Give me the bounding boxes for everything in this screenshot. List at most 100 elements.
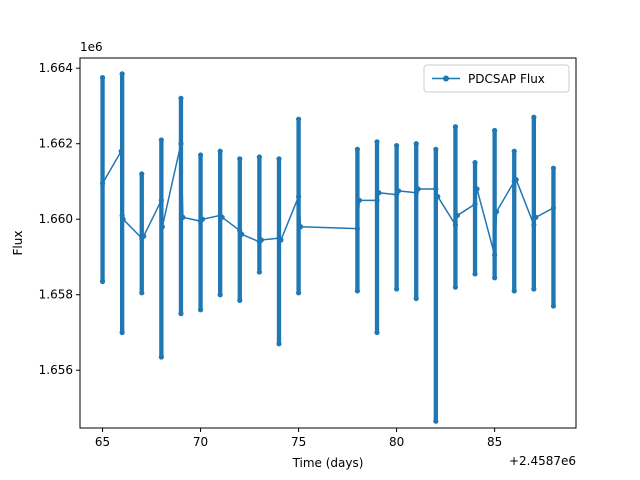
flux-sample-column	[453, 126, 458, 288]
flux-min-marker	[374, 329, 380, 336]
flux-min-marker	[237, 297, 243, 303]
flux-max-marker	[472, 159, 478, 166]
data-point	[159, 224, 165, 230]
x-tick-label: 85	[487, 435, 502, 449]
data-point	[354, 226, 361, 232]
data-point	[180, 214, 186, 220]
data-point	[531, 222, 537, 228]
legend: PDCSAP Flux	[423, 64, 570, 93]
legend-box	[423, 64, 570, 93]
flux-min-marker	[354, 288, 361, 294]
data-point	[376, 190, 382, 196]
flux-max-marker	[217, 148, 223, 154]
data-point	[452, 222, 459, 228]
flux-max-marker	[492, 127, 498, 134]
flux-sample-column	[198, 155, 203, 310]
flux-max-marker	[413, 141, 419, 147]
y-tick-label: 1.664	[39, 61, 73, 75]
data-point	[120, 216, 126, 222]
flux-max-marker	[158, 137, 164, 143]
data-point	[297, 224, 304, 230]
flux-max-marker	[531, 114, 537, 120]
data-point	[219, 214, 225, 220]
flux-min-marker	[413, 295, 419, 302]
flux-max-marker	[550, 165, 557, 171]
flux-sample-column	[433, 149, 438, 422]
data-point	[278, 237, 284, 243]
data-point	[513, 176, 519, 183]
flux-min-marker	[394, 286, 400, 292]
flux-max-marker	[374, 139, 380, 145]
plot-frame	[79, 57, 577, 429]
flux-sample-column	[394, 145, 399, 290]
flux-sample-column	[218, 151, 223, 295]
flux-max-marker	[178, 95, 184, 101]
flux-max-marker	[276, 156, 282, 162]
data-point	[472, 201, 478, 207]
y-axis-ticks: 1.656 1.658 1.660 1.662 1.664	[39, 61, 80, 377]
y-axis-title: Flux	[11, 231, 25, 256]
flux-min-marker	[472, 271, 478, 277]
data-point	[454, 212, 460, 219]
flux-min-marker	[550, 303, 557, 309]
flux-min-marker	[178, 311, 184, 317]
flux-max-marker	[511, 148, 517, 154]
flux-min-marker	[217, 292, 223, 298]
flux-max-marker	[139, 171, 145, 177]
y-tick-label: 1.656	[39, 363, 73, 377]
flux-min-marker	[119, 329, 125, 336]
flux-max-marker	[237, 156, 243, 162]
data-point	[492, 252, 498, 258]
flux-min-marker	[295, 290, 302, 296]
flux-sample-column	[551, 168, 556, 307]
flux-sample-column	[512, 151, 517, 291]
y-multiplier-label: 1e6	[80, 40, 103, 54]
x-tick-label: 65	[95, 435, 110, 449]
x-tick-label: 75	[291, 435, 306, 449]
flux-max-marker	[197, 152, 204, 158]
data-point	[199, 216, 206, 222]
flux-min-marker	[99, 278, 106, 285]
data-point	[435, 193, 441, 200]
flux-sample-column	[257, 156, 262, 273]
data-point	[433, 186, 439, 192]
x-axis-title: Time (days)	[292, 456, 364, 470]
y-tick-label: 1.658	[39, 288, 73, 302]
flux-min-marker	[276, 341, 282, 347]
flux-sample-column	[472, 162, 478, 274]
flux-sample-column	[178, 98, 184, 314]
flux-min-marker	[197, 307, 204, 313]
flux-sample-column	[414, 143, 419, 299]
data-point	[99, 180, 106, 186]
x-offset-label: +2.4587e6	[509, 454, 576, 468]
x-axis-ticks: 65 70 75 80 85	[95, 428, 502, 449]
data-point	[474, 186, 480, 192]
flux-sample-column	[139, 173, 144, 293]
legend-label: PDCSAP Flux	[468, 72, 545, 86]
flux-max-marker	[295, 116, 302, 122]
flux-max-marker	[354, 146, 361, 152]
y-tick-label: 1.662	[39, 137, 73, 151]
flux-max-marker	[256, 154, 262, 160]
flux-min-marker	[139, 290, 145, 296]
data-point	[415, 186, 421, 192]
flux-min-marker	[492, 275, 498, 281]
flux-max-marker	[99, 75, 106, 81]
legend-marker-swatch	[443, 75, 449, 82]
flux-min-marker	[531, 286, 537, 292]
x-tick-label: 80	[389, 435, 404, 449]
data-point	[395, 188, 402, 194]
flux-max-marker	[452, 124, 459, 130]
data-point	[239, 231, 245, 237]
flux-sample-column	[159, 139, 164, 358]
data-point	[178, 141, 184, 147]
flux-sample-column	[276, 158, 282, 344]
flux-sample-column	[531, 117, 537, 290]
data-point	[118, 148, 124, 154]
data-point	[258, 237, 264, 243]
data-point	[356, 197, 362, 203]
data-point	[494, 209, 500, 215]
data-layer	[99, 71, 557, 424]
flux-min-marker	[433, 418, 439, 424]
